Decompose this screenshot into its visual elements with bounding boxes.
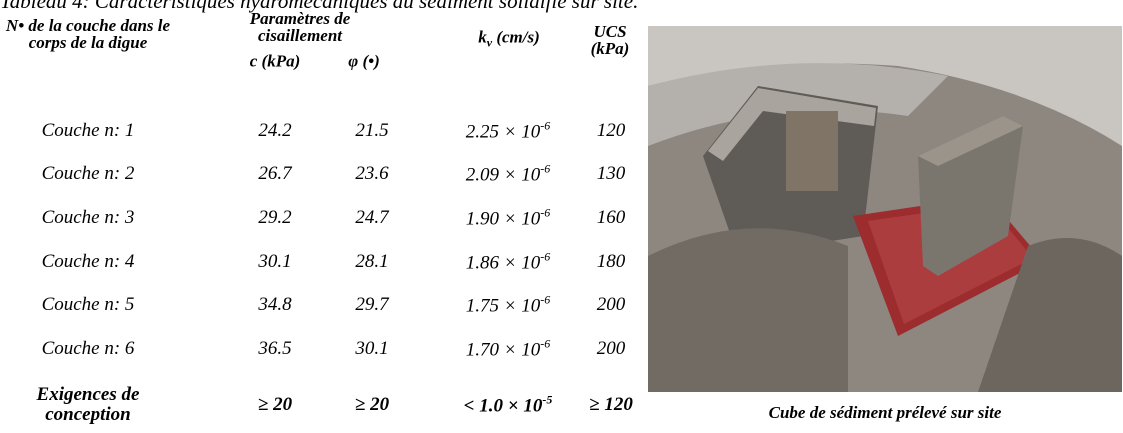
cell-kv: < 1.0 × 10-5 (464, 393, 553, 418)
cell-ucs: 130 (597, 163, 626, 185)
kv-exp: -6 (540, 250, 550, 264)
header-shear: Paramètres de cisaillement (235, 10, 365, 44)
kv-exp: -6 (540, 293, 550, 307)
cell-ucs: 160 (597, 207, 626, 229)
cell-phi: 24.7 (355, 207, 388, 229)
cell-ucs: 180 (597, 251, 626, 273)
header-ucs: UCS (kPa) (580, 23, 640, 57)
cell-layer: Couche n: 6 (42, 338, 135, 360)
cell-c: 24.2 (258, 120, 291, 142)
cell-c: 30.1 (258, 251, 291, 273)
kv-exp: -6 (540, 206, 550, 220)
kv-base: < 1.0 × 10 (464, 396, 543, 417)
kv-exp: -6 (540, 119, 550, 133)
kv-sub: v (487, 36, 492, 50)
cell-ucs: 200 (597, 294, 626, 316)
kv-exp: -5 (542, 393, 552, 407)
figure-caption: Cube de sédiment prélevé sur site (769, 403, 1002, 423)
header-c: c (kPa) (250, 53, 301, 70)
kv-symbol: k (478, 27, 487, 46)
kv-exp: -6 (540, 337, 550, 351)
cell-layer: Exigences de conception (13, 385, 163, 425)
cell-phi: 21.5 (355, 120, 388, 142)
page: Tableau 4: Caractéristiques hydromécaniq… (0, 0, 1123, 433)
cell-c: 36.5 (258, 338, 291, 360)
kv-exp: -6 (540, 162, 550, 176)
kv-base: 2.09 × 10 (466, 165, 541, 186)
header-phi: φ (•) (348, 53, 379, 70)
cell-ucs: 120 (597, 120, 626, 142)
cell-layer: Couche n: 1 (42, 120, 135, 142)
cell-c: 26.7 (258, 163, 291, 185)
kv-base: 1.70 × 10 (466, 340, 541, 361)
cell-layer: Couche n: 5 (42, 294, 135, 316)
cell-kv: 1.86 × 10-6 (466, 250, 551, 275)
cell-kv: 2.25 × 10-6 (466, 119, 551, 144)
cell-c: ≥ 20 (258, 394, 292, 416)
kv-base: 2.25 × 10 (466, 122, 541, 143)
cell-layer: Couche n: 4 (42, 251, 135, 273)
photo (648, 26, 1122, 392)
kv-base: 1.86 × 10 (466, 253, 541, 274)
cell-layer: Couche n: 3 (42, 207, 135, 229)
cell-phi: ≥ 20 (355, 394, 389, 416)
kv-unit: (cm/s) (496, 27, 539, 46)
cell-phi: 30.1 (355, 338, 388, 360)
cell-c: 34.8 (258, 294, 291, 316)
cell-kv: 1.90 × 10-6 (466, 206, 551, 231)
cell-kv: 2.09 × 10-6 (466, 162, 551, 187)
kv-base: 1.90 × 10 (466, 209, 541, 230)
kv-base: 1.75 × 10 (466, 296, 541, 317)
header-layer: N• de la couche dans le corps de la digu… (1, 17, 176, 51)
cell-phi: 23.6 (355, 163, 388, 185)
cell-c: 29.2 (258, 207, 291, 229)
cell-ucs: 200 (597, 338, 626, 360)
cell-kv: 1.75 × 10-6 (466, 293, 551, 318)
cell-phi: 28.1 (355, 251, 388, 273)
header-kv: kv (cm/s) (478, 28, 540, 51)
cell-kv: 1.70 × 10-6 (466, 337, 551, 362)
cell-ucs: ≥ 120 (589, 394, 633, 416)
cell-layer: Couche n: 2 (42, 163, 135, 185)
cell-phi: 29.7 (355, 294, 388, 316)
